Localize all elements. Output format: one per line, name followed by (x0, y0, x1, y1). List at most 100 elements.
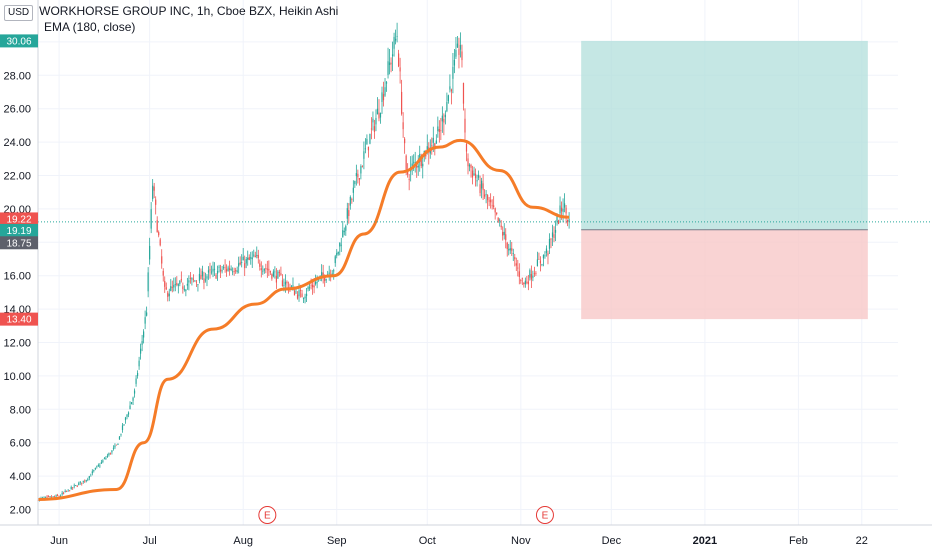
candle-body (298, 290, 300, 297)
candle-body (206, 276, 208, 279)
candle-up (138, 356, 140, 370)
candle-body (284, 281, 287, 285)
candle-body (257, 254, 259, 259)
time-tick-label: Dec (602, 535, 622, 547)
long-position-tool[interactable] (581, 40, 868, 320)
candle-down (260, 261, 262, 278)
candle-up (185, 288, 187, 297)
candle-up (411, 155, 413, 175)
candle-down (482, 174, 484, 200)
price-axis[interactable]: 30.0028.0026.0024.0022.0020.0018.0016.00… (0, 0, 39, 525)
candle-up (328, 265, 330, 281)
candle-up (149, 237, 151, 265)
candle-body (450, 89, 453, 92)
candle-body (441, 115, 443, 122)
price-tag-entry: 18.75 (0, 236, 38, 250)
study-legend[interactable]: EMA (180, close) (44, 20, 136, 34)
candle-up (147, 267, 149, 298)
earnings-marker-circle (535, 506, 554, 524)
candle-body (503, 231, 505, 236)
candle-down (66, 490, 68, 493)
candle-down (53, 495, 56, 498)
candle-body (398, 53, 400, 67)
candle-body (165, 287, 167, 290)
candle-body (88, 476, 90, 479)
candle-body (381, 92, 383, 102)
candle-down (278, 269, 281, 277)
price-tag-bg (0, 312, 38, 326)
candle-body (79, 481, 81, 483)
candle-body (230, 268, 232, 271)
candle-body (91, 471, 93, 474)
candle-up (376, 97, 379, 115)
candle-body (141, 341, 143, 345)
candle-body (227, 267, 229, 271)
candle-up (393, 32, 395, 57)
time-axis[interactable]: Jun Jul Aug Sep Oct Nov Dec 2021 Feb 22 (0, 524, 932, 547)
candle-up (369, 133, 371, 145)
candle-body (271, 274, 273, 279)
candle-down (530, 265, 532, 289)
currency-badge[interactable]: USD (4, 5, 34, 21)
candle-down (367, 146, 370, 158)
candle-body (81, 482, 83, 484)
price-tick-label: 12.00 (3, 338, 31, 350)
candle-up (96, 465, 98, 469)
candle-body (393, 36, 395, 49)
candle-body (292, 285, 294, 287)
candle-body (272, 271, 274, 277)
candle-up (449, 74, 451, 93)
candle-body (357, 173, 359, 178)
candle-body (241, 262, 243, 263)
candle-body (244, 263, 246, 269)
candle-up (61, 490, 63, 496)
candle-body (72, 487, 74, 489)
candle-body (171, 286, 173, 288)
candle-body (299, 290, 302, 292)
candle-up (245, 256, 247, 269)
candle-body (182, 286, 184, 290)
candle-body (379, 113, 382, 118)
candle-body (382, 94, 385, 101)
candle-body (343, 231, 345, 233)
candle-up (75, 484, 77, 487)
candle-up (559, 196, 561, 223)
price-tag-target: 30.06 (0, 34, 38, 48)
candle-up (512, 248, 514, 262)
candle-down (500, 220, 502, 230)
candle-body (111, 450, 113, 453)
candle-body (358, 178, 360, 180)
candle-up (503, 223, 505, 240)
candle-body (195, 281, 198, 283)
candle-body (115, 444, 118, 446)
candle-up (542, 254, 545, 267)
candle-body (367, 146, 370, 151)
candle-down (357, 169, 359, 184)
price-tick-label: 8.00 (10, 404, 31, 416)
candle-body (60, 495, 62, 497)
candle-up (111, 450, 113, 455)
candle-up (49, 496, 51, 498)
candle-up (216, 265, 219, 281)
target-zone (581, 40, 868, 230)
candle-up (102, 459, 104, 464)
candle-body (248, 257, 250, 260)
price-tag-label: 19.19 (6, 226, 31, 237)
candle-body (484, 194, 486, 197)
candle-down (517, 259, 519, 277)
candle-body (156, 220, 158, 233)
candle-up (302, 297, 305, 303)
candle-up (120, 433, 122, 437)
candle-body (336, 253, 338, 256)
candle-down (399, 57, 401, 84)
candle-body (364, 148, 367, 150)
candle-down (465, 141, 468, 162)
candle-body (361, 166, 363, 168)
candle-up (372, 111, 374, 131)
candle-down (248, 254, 250, 261)
candle-body (370, 128, 373, 130)
candle-up (232, 267, 234, 276)
candle-body (405, 155, 407, 170)
